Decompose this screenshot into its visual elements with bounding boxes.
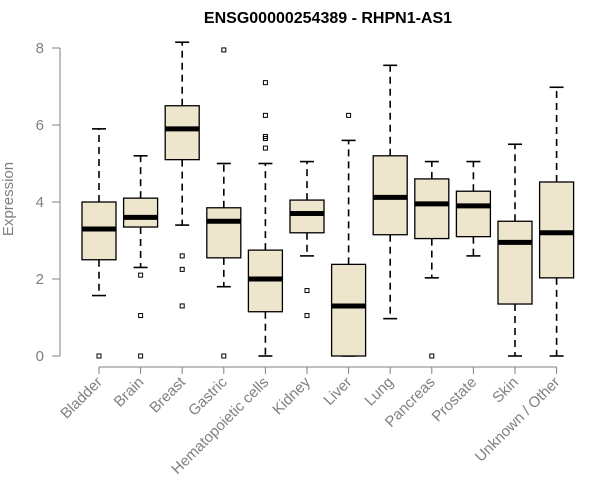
outlier-point — [304, 313, 310, 319]
x-tick-label: Prostate — [429, 374, 481, 426]
y-axis-ticks: 0 2 4 6 8 — [36, 40, 60, 365]
box-iqr — [414, 178, 450, 240]
y-tick-label: 2 — [36, 271, 44, 288]
box-iqr — [330, 263, 367, 357]
box-gastric — [206, 47, 242, 359]
box-breast — [164, 41, 200, 309]
box-iqr — [497, 220, 533, 305]
x-tick-label: Breast — [146, 373, 189, 416]
boxes-group — [81, 41, 575, 359]
outlier-point — [262, 145, 268, 151]
box-hematopoietic-cells — [247, 80, 284, 357]
outlier-point — [138, 272, 144, 278]
box-brain — [122, 155, 159, 359]
box-liver — [330, 112, 367, 357]
box-iqr — [122, 197, 159, 228]
box-kidney — [289, 160, 325, 319]
y-tick-label: 4 — [36, 194, 44, 211]
box-iqr — [538, 181, 575, 279]
x-tick-label: Brain — [111, 374, 148, 411]
outlier-point — [346, 112, 352, 118]
outlier-point — [221, 353, 227, 359]
box-skin — [497, 143, 533, 357]
outlier-point — [262, 135, 268, 141]
chart-title: ENSG00000254389 - RHPN1-AS1 — [204, 10, 452, 27]
outlier-point — [96, 353, 102, 359]
box-prostate — [455, 160, 492, 257]
outlier-point — [429, 353, 435, 359]
outlier-point — [179, 266, 185, 272]
box-pancreas — [414, 160, 450, 359]
box-bladder — [81, 128, 117, 359]
outlier-point — [138, 313, 144, 319]
outlier-point — [221, 47, 227, 53]
outlier-point — [179, 303, 185, 309]
outlier-point — [304, 288, 310, 294]
y-tick-label: 8 — [36, 40, 44, 57]
x-tick-label: Liver — [320, 374, 355, 409]
box-iqr — [164, 105, 200, 161]
box-iqr — [455, 190, 492, 238]
y-tick-label: 0 — [36, 348, 44, 365]
box-lung — [372, 64, 408, 320]
outlier-point — [262, 112, 268, 118]
x-tick-label: Bladder — [57, 374, 106, 423]
outlier-point — [138, 353, 144, 359]
x-tick-label: Kidney — [269, 373, 314, 418]
box-unknown-other — [538, 86, 575, 357]
x-tick-label: Skin — [489, 374, 522, 407]
box-iqr — [289, 199, 325, 234]
outlier-point — [262, 80, 268, 86]
x-tick-label: Lung — [361, 374, 397, 410]
outlier-point — [179, 253, 185, 259]
y-tick-label: 6 — [36, 117, 44, 134]
y-axis-label: Expression — [0, 162, 17, 236]
box-iqr — [206, 207, 242, 259]
